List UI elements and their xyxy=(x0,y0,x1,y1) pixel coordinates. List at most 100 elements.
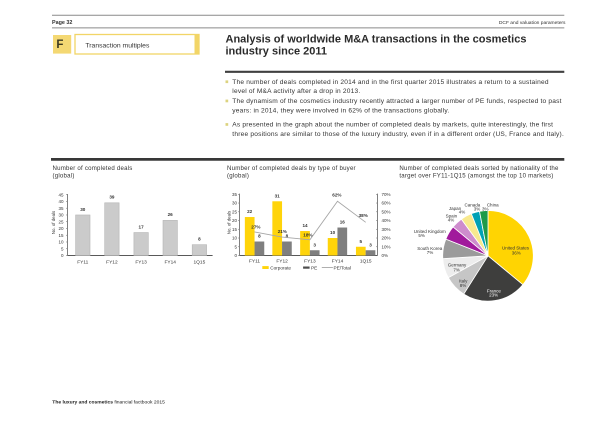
svg-text:30%: 30% xyxy=(382,227,391,232)
svg-text:FY12: FY12 xyxy=(106,259,118,265)
svg-text:FY12: FY12 xyxy=(276,259,288,265)
svg-text:35: 35 xyxy=(58,206,64,211)
svg-text:FY14: FY14 xyxy=(332,259,344,265)
svg-text:5: 5 xyxy=(234,244,237,249)
svg-text:FY13: FY13 xyxy=(135,259,147,265)
svg-text:Germany: Germany xyxy=(448,263,467,268)
svg-text:0: 0 xyxy=(61,253,64,258)
svg-text:26: 26 xyxy=(168,212,174,217)
svg-text:3: 3 xyxy=(313,243,316,248)
svg-text:3: 3 xyxy=(369,243,372,248)
svg-text:Number of completed deals: Number of completed deals xyxy=(53,165,133,172)
svg-text:38%: 38% xyxy=(359,213,368,218)
svg-text:30: 30 xyxy=(58,213,64,218)
svg-text:1Q15: 1Q15 xyxy=(194,259,206,265)
svg-text:Analysis of worldwide M&A tran: Analysis of worldwide M&A transactions i… xyxy=(226,34,527,46)
svg-text:Number of completed deals by t: Number of completed deals by type of buy… xyxy=(227,165,356,172)
svg-text:3%: 3% xyxy=(474,207,481,212)
svg-text:United States: United States xyxy=(502,246,530,251)
svg-text:14: 14 xyxy=(302,223,308,228)
svg-text:1Q15: 1Q15 xyxy=(360,259,372,265)
svg-text:As presented in the graph abou: As presented in the graph about the numb… xyxy=(232,122,553,129)
svg-text:F: F xyxy=(56,39,63,51)
svg-text:PE/Total: PE/Total xyxy=(334,266,351,271)
svg-text:8%: 8% xyxy=(460,283,467,288)
svg-text:PE: PE xyxy=(311,266,317,271)
svg-text:industry since 2011: industry since 2011 xyxy=(226,46,328,58)
svg-text:35: 35 xyxy=(232,192,238,197)
svg-text:target over FY11-1Q15 (amongst: target over FY11-1Q15 (amongst the top 1… xyxy=(399,173,553,180)
svg-text:10: 10 xyxy=(330,230,336,235)
svg-text:No. of deals: No. of deals xyxy=(227,210,232,234)
svg-text:10%: 10% xyxy=(382,244,391,249)
svg-text:25: 25 xyxy=(58,219,64,224)
svg-text:4%: 4% xyxy=(448,218,455,223)
svg-text:30: 30 xyxy=(232,201,238,206)
svg-text:Canada: Canada xyxy=(465,203,481,208)
svg-text:The luxury and cosmetics finan: The luxury and cosmetics financial factb… xyxy=(52,399,165,405)
svg-text:40%: 40% xyxy=(382,218,391,223)
svg-text:10: 10 xyxy=(58,240,64,245)
svg-text:15: 15 xyxy=(232,227,238,232)
svg-text:45: 45 xyxy=(58,192,64,197)
svg-text:23%: 23% xyxy=(489,292,498,297)
svg-text:level of M&A activity after a: level of M&A activity after a drop in 20… xyxy=(232,88,360,95)
svg-text:31: 31 xyxy=(275,194,281,199)
svg-text:62%: 62% xyxy=(332,193,341,198)
svg-text:10: 10 xyxy=(232,236,238,241)
svg-text:FY11: FY11 xyxy=(249,259,260,265)
svg-text:The dynamism of the cosmetics: The dynamism of the cosmetics industry r… xyxy=(232,98,561,105)
svg-text:Italy: Italy xyxy=(459,279,468,284)
svg-text:27%: 27% xyxy=(251,225,260,230)
svg-text:(global): (global) xyxy=(53,173,75,180)
svg-text:(global): (global) xyxy=(227,173,249,180)
svg-text:FY13: FY13 xyxy=(304,259,316,265)
svg-text:70%: 70% xyxy=(382,192,391,197)
svg-text:8: 8 xyxy=(286,234,289,239)
svg-text:5: 5 xyxy=(360,239,363,244)
svg-text:18%: 18% xyxy=(303,233,312,238)
svg-text:years: in 2014, they were invo: years: in 2014, they were involved in 62… xyxy=(232,107,449,114)
svg-text:15: 15 xyxy=(58,233,64,238)
svg-text:5: 5 xyxy=(61,246,64,251)
svg-text:3%: 3% xyxy=(482,207,489,212)
svg-text:30: 30 xyxy=(80,207,86,212)
svg-text:40: 40 xyxy=(58,199,64,204)
svg-text:20: 20 xyxy=(232,218,238,223)
svg-text:three positions are similar to: three positions are similar to those of … xyxy=(232,131,564,138)
svg-text:50%: 50% xyxy=(382,209,391,214)
svg-text:8: 8 xyxy=(198,237,201,242)
svg-text:25: 25 xyxy=(232,209,238,214)
svg-text:0: 0 xyxy=(234,253,237,258)
svg-text:FY11: FY11 xyxy=(77,259,88,265)
svg-text:39: 39 xyxy=(109,195,115,200)
svg-text:7%: 7% xyxy=(427,250,434,255)
svg-text:Transaction multiples: Transaction multiples xyxy=(85,43,150,50)
svg-text:DCF and valuation parameters: DCF and valuation parameters xyxy=(499,20,566,26)
svg-text:8: 8 xyxy=(258,234,261,239)
svg-text:South Korea: South Korea xyxy=(417,246,443,251)
svg-text:60%: 60% xyxy=(382,201,391,206)
svg-text:7%: 7% xyxy=(453,268,460,273)
svg-text:5%: 5% xyxy=(418,233,425,238)
svg-text:16: 16 xyxy=(340,220,346,225)
svg-text:Spain: Spain xyxy=(446,214,458,219)
svg-text:22: 22 xyxy=(247,209,253,214)
svg-text:17: 17 xyxy=(139,224,145,229)
svg-text:FY14: FY14 xyxy=(164,259,176,265)
svg-text:China: China xyxy=(487,203,499,208)
svg-text:Number of completed deals sort: Number of completed deals sorted by nati… xyxy=(399,165,559,172)
svg-text:Japan: Japan xyxy=(449,206,462,211)
svg-text:36%: 36% xyxy=(512,250,521,255)
svg-text:Page 32: Page 32 xyxy=(52,20,72,26)
svg-text:United Kingdom: United Kingdom xyxy=(414,229,446,234)
svg-text:4%: 4% xyxy=(459,210,466,215)
svg-text:21%: 21% xyxy=(278,229,287,234)
svg-text:Corporate: Corporate xyxy=(270,266,291,271)
svg-text:20%: 20% xyxy=(382,236,391,241)
svg-text:No. of deals: No. of deals xyxy=(51,210,56,234)
svg-text:0%: 0% xyxy=(382,253,389,258)
svg-text:The number of deals completed: The number of deals completed in 2014 an… xyxy=(232,79,549,86)
svg-text:France: France xyxy=(487,288,502,293)
svg-text:20: 20 xyxy=(58,226,64,231)
